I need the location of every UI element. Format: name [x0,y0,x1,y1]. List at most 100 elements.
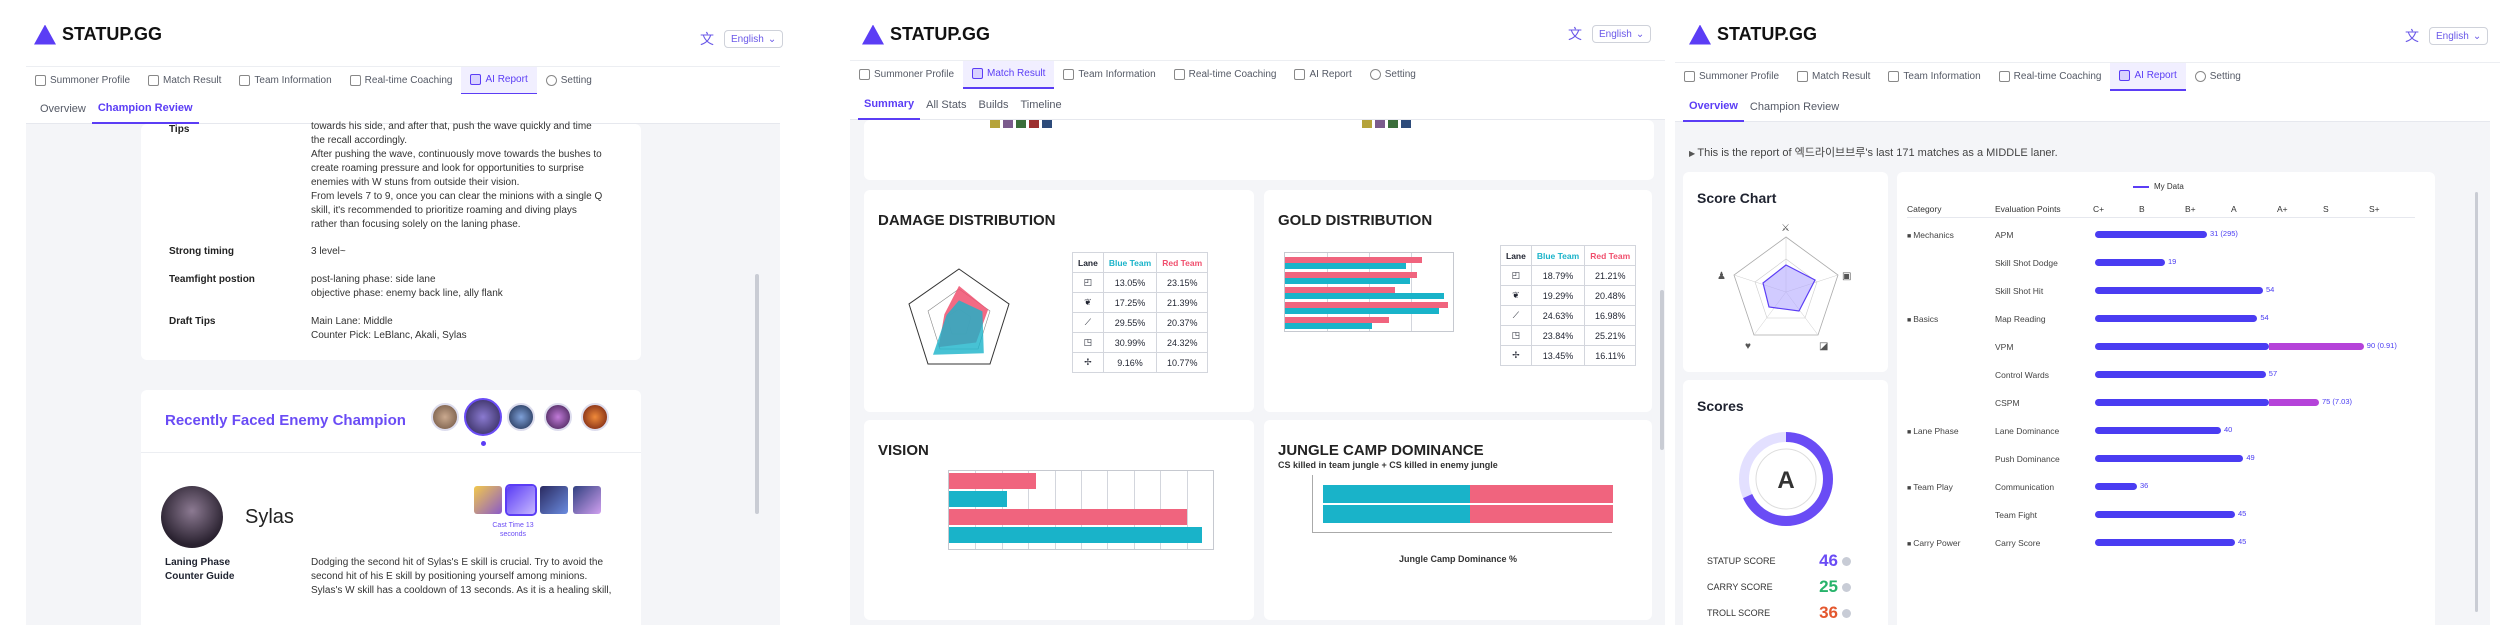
nav-ai-report[interactable]: AI Report [461,66,537,95]
tab-overview[interactable]: Overview [1683,92,1744,122]
legend: My Data [2133,182,2184,191]
eval-row: Control Wards 57 [1897,362,2435,390]
item-icons [1362,120,1411,128]
r-skill-icon[interactable] [573,486,601,514]
eval-value: 45 [2238,537,2247,546]
damage-table: Lane Blue Team Red Team ◰ 13.05% 23.15% ❦ 17.25… [1072,252,1209,373]
language-select[interactable]: English ⌄ [724,30,784,48]
language-switch[interactable]: 文 English ⌄ [1568,24,1652,44]
enemy-champion-portrait[interactable] [507,403,535,431]
grade-header: A [2231,204,2237,214]
enemy-champion-portrait[interactable] [544,403,572,431]
gold-red-bar [1285,287,1395,293]
skill-icons [474,484,601,516]
scrollbar[interactable] [755,274,759,514]
draft-line: Main Lane: Middle [311,316,393,327]
scrollbar[interactable] [2475,192,2478,612]
e-skill-icon[interactable] [540,486,568,514]
enemy-champion-card: Recently Faced Enemy Champion Sylas Cast… [141,390,641,625]
gear-icon [545,75,557,86]
tab-champion-review[interactable]: Champion Review [1749,100,1840,113]
table-cell: 20.48% [1584,285,1637,306]
nav-realtime-coaching[interactable]: Real-time Coaching [1990,63,2111,91]
info-icon[interactable] [1842,609,1851,619]
tab-all-stats[interactable]: All Stats [926,98,967,111]
nav-team-information[interactable]: Team Information [1879,63,1989,91]
eval-value: 31 (295) [2210,229,2238,238]
eval-row: VPM 90 (0.91) [1897,334,2435,362]
nav-setting[interactable]: Setting [537,67,601,95]
table-header: Lane [1500,245,1532,266]
jungle-icon: ❦ [1072,292,1104,313]
scores-card: Scores A STATUP SCORE 46 CARRY SCORE 25 TROL… [1683,380,1888,625]
table-header: Red Team [1156,252,1209,273]
nav-setting[interactable]: Setting [2186,63,2250,91]
nav-setting[interactable]: Setting [1361,61,1425,89]
jungle-red-bar [1470,485,1613,503]
nav-match-result[interactable]: Match Result [963,60,1055,89]
gold-blue-bar [1285,263,1407,269]
nav-match-result[interactable]: Match Result [139,67,230,95]
nav-summoner-profile[interactable]: Summoner Profile [1675,63,1788,91]
nav-team-information[interactable]: Team Information [1054,61,1164,89]
enemy-champion-portrait[interactable] [581,403,609,431]
enemy-champion-portrait[interactable] [431,403,459,431]
laning-line: Dodging the second hit of Sylas's E skil… [311,557,604,568]
w-skill-icon[interactable] [505,484,537,516]
eval-bar [2095,483,2137,490]
logo[interactable]: STATUP.GG [1689,24,1817,45]
info-icon[interactable] [1842,557,1851,567]
nav-realtime-coaching[interactable]: Real-time Coaching [341,67,462,95]
language-select[interactable]: English ⌄ [2429,27,2489,45]
tab-champion-review[interactable]: Champion Review [91,94,199,124]
strong-timing-label: Strong timing [169,246,234,257]
language-select[interactable]: English ⌄ [1592,25,1652,43]
language-switch[interactable]: 文 English ⌄ [700,29,784,49]
content-area: Overview Champion Review Tips towards hi… [26,94,780,625]
score-value: 36 [1819,603,1851,623]
nav-ai-report[interactable]: AI Report [2110,62,2186,91]
blue-team-area [933,300,984,355]
my-data-area [1762,264,1816,312]
table-cell: 20.37% [1156,312,1209,333]
nav-label: Summoner Profile [1699,71,1780,82]
nav-label: Setting [560,75,592,86]
col-eval: Evaluation Points [1995,204,2061,214]
tab-timeline[interactable]: Timeline [1020,98,1062,111]
nav-ai-report[interactable]: AI Report [1285,61,1360,89]
nav-match-result[interactable]: Match Result [1788,63,1879,91]
enemy-champion-portrait-selected[interactable] [464,398,502,436]
nav-realtime-coaching[interactable]: Real-time Coaching [1165,61,1286,89]
tab-builds[interactable]: Builds [978,98,1009,111]
language-value: English [1599,28,1632,40]
jungle-blue-bar [1323,505,1470,523]
scrollbar[interactable] [1660,290,1664,450]
tab-summary[interactable]: Summary [858,90,921,120]
teamfight-value: post-laning phase: side lane objective ph… [311,273,503,301]
eval-bar-extension [2268,343,2364,350]
logo[interactable]: STATUP.GG [34,24,162,45]
nav-label: Summoner Profile [874,69,955,80]
logo[interactable]: STATUP.GG [862,24,990,45]
nav-team-information[interactable]: Team Information [230,67,340,95]
main-nav: Summoner Profile Match Result Team Infor… [850,60,1670,89]
header: STATUP.GG 文 English ⌄ [0,0,800,66]
damage-distribution-card: DAMAGE DISTRIBUTION Lane Blue Team Red Tea… [864,190,1254,412]
table-cell: 24.32% [1156,332,1209,353]
nav-label: Setting [1384,69,1416,80]
info-icon[interactable] [1842,583,1851,593]
table-cell: 16.11% [1584,345,1637,366]
grade-header: B+ [2185,204,2196,214]
language-switch[interactable]: 文 English ⌄ [2405,26,2489,46]
eval-row: ■ Carry Power Carry Score 45 [1897,530,2435,558]
gold-red-bar [1285,317,1390,323]
score-row: STATUP SCORE 46 [1707,548,1877,574]
score-label: TROLL SCORE [1707,608,1771,618]
laning-guide-label: Laning Phase Counter Guide [165,557,235,582]
nav-summoner-profile[interactable]: Summoner Profile [850,61,963,89]
tab-overview[interactable]: Overview [40,102,86,115]
nav-summoner-profile[interactable]: Summoner Profile [26,67,139,95]
basics-icon: ■ Basics [1907,314,1938,324]
grid-line [1411,253,1412,331]
table-row: ◰ 13.05% 23.15% [1072,272,1209,293]
